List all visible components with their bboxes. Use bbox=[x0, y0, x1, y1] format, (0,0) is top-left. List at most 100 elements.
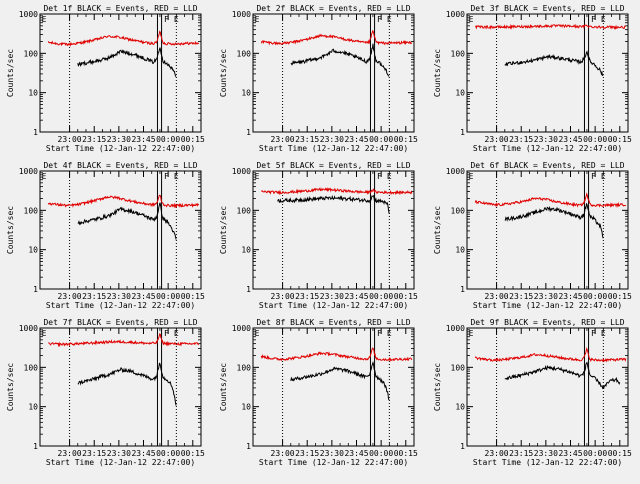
panel-title: Det 5f BLACK = Events, RED = LLD bbox=[256, 161, 410, 170]
attenuator-marker: E bbox=[174, 15, 179, 24]
attenuator-marker: E bbox=[255, 329, 260, 338]
y-tick-label: 1 bbox=[33, 442, 38, 451]
y-tick-label: 10 bbox=[241, 403, 251, 412]
attenuator-marker: E bbox=[601, 172, 606, 181]
attenuator-marker: F bbox=[377, 329, 382, 338]
x-tick-label: 00:15 bbox=[394, 449, 418, 458]
attenuator-marker: E bbox=[469, 15, 474, 24]
x-tick-label: 00:00 bbox=[156, 135, 180, 144]
attenuator-marker: E bbox=[387, 15, 392, 24]
y-tick-label: 10 bbox=[28, 89, 38, 98]
y-tick-label: 100 bbox=[451, 363, 466, 372]
x-tick-label: 23:30 bbox=[107, 449, 131, 458]
detector-panel-4: Det 4f BLACK = Events, RED = LLD 1 10 100 10… bbox=[6, 161, 205, 310]
attenuator-marker: F bbox=[377, 15, 382, 24]
detector-panel-9: Det 9f BLACK = Events, RED = LLD 1 10 100 10… bbox=[433, 318, 632, 467]
x-tick-label: 23:30 bbox=[534, 292, 558, 301]
y-tick-label: 100 bbox=[24, 363, 39, 372]
detector-panel-6: Det 6f BLACK = Events, RED = LLD 1 10 100 10… bbox=[433, 161, 632, 310]
y-tick-label: 100 bbox=[24, 206, 39, 215]
panel-title: Det 2f BLACK = Events, RED = LLD bbox=[256, 4, 410, 13]
detector-panel-3: Det 3f BLACK = Events, RED = LLD 1 10 100 10… bbox=[433, 4, 632, 153]
panel-title: Det 6f BLACK = Events, RED = LLD bbox=[470, 161, 624, 170]
y-axis-label: Counts/sec bbox=[433, 363, 442, 411]
x-tick-label: 23:00 bbox=[271, 292, 295, 301]
x-tick-label: 23:30 bbox=[320, 449, 344, 458]
x-tick-label: 23:45 bbox=[558, 449, 582, 458]
series-red-lld bbox=[260, 187, 413, 196]
x-tick-label: 23:45 bbox=[131, 449, 155, 458]
y-tick-label: 100 bbox=[451, 49, 466, 58]
plot-frame bbox=[39, 170, 202, 290]
y-tick-label: 1000 bbox=[232, 324, 251, 333]
panel-title: Det 9f BLACK = Events, RED = LLD bbox=[470, 318, 624, 327]
x-tick-label: 23:15 bbox=[295, 292, 319, 301]
attenuator-marker: E bbox=[42, 329, 47, 338]
x-tick-label: 00:00 bbox=[156, 449, 180, 458]
x-tick-label: 00:00 bbox=[156, 292, 180, 301]
y-tick-label: 10 bbox=[455, 403, 465, 412]
series-red-lld bbox=[47, 194, 199, 209]
y-axis-label: Counts/sec bbox=[6, 49, 15, 97]
attenuator-marker: E bbox=[601, 329, 606, 338]
y-tick-label: 10 bbox=[241, 89, 251, 98]
x-tick-label: 00:15 bbox=[181, 135, 205, 144]
x-tick-label: 23:00 bbox=[271, 449, 295, 458]
y-tick-label: 1 bbox=[33, 285, 38, 294]
x-tick-label: 23:30 bbox=[320, 292, 344, 301]
x-tick-label: 23:30 bbox=[534, 449, 558, 458]
attenuator-marker: E bbox=[174, 329, 179, 338]
attenuator-marker: E bbox=[469, 329, 474, 338]
attenuator-marker: E bbox=[387, 329, 392, 338]
y-tick-label: 1000 bbox=[19, 10, 38, 19]
y-axis-label: Counts/sec bbox=[6, 363, 15, 411]
x-tick-label: 23:15 bbox=[82, 135, 106, 144]
x-axis-label: Start Time (12-Jan-12 22:47:00) bbox=[46, 144, 195, 153]
panel-title: Det 3f BLACK = Events, RED = LLD bbox=[470, 4, 624, 13]
y-tick-label: 1 bbox=[33, 128, 38, 137]
detector-panel-8: Det 8f BLACK = Events, RED = LLD 1 10 100 10… bbox=[219, 318, 418, 467]
y-tick-label: 10 bbox=[455, 246, 465, 255]
x-tick-label: 23:15 bbox=[509, 449, 533, 458]
attenuator-marker: F bbox=[591, 15, 596, 24]
x-tick-label: 00:15 bbox=[608, 135, 632, 144]
plot-frame bbox=[252, 170, 415, 290]
y-tick-label: 100 bbox=[451, 206, 466, 215]
x-axis-label: Start Time (12-Jan-12 22:47:00) bbox=[46, 301, 195, 310]
y-axis-label: Counts/sec bbox=[219, 363, 228, 411]
series-black-events bbox=[77, 47, 177, 78]
x-tick-label: 23:00 bbox=[485, 292, 509, 301]
x-tick-label: 23:15 bbox=[509, 292, 533, 301]
detector-panel-1: Det 1f BLACK = Events, RED = LLD 1 10 100 10… bbox=[6, 4, 205, 153]
y-tick-label: 1 bbox=[246, 285, 251, 294]
plot-frame bbox=[39, 13, 202, 133]
panel-title: Det 8f BLACK = Events, RED = LLD bbox=[256, 318, 410, 327]
x-axis-label: Start Time (12-Jan-12 22:47:00) bbox=[259, 458, 408, 467]
y-tick-label: 1000 bbox=[19, 167, 38, 176]
x-axis-label: Start Time (12-Jan-12 22:47:00) bbox=[473, 458, 622, 467]
series-red-lld bbox=[260, 347, 413, 363]
x-tick-label: 23:00 bbox=[271, 135, 295, 144]
x-tick-label: 00:00 bbox=[369, 135, 393, 144]
series-red-lld bbox=[47, 30, 200, 47]
y-tick-label: 1 bbox=[460, 128, 465, 137]
x-tick-label: 23:15 bbox=[295, 449, 319, 458]
x-tick-label: 23:45 bbox=[558, 292, 582, 301]
x-tick-label: 23:00 bbox=[485, 449, 509, 458]
detector-panel-5: Det 5f BLACK = Events, RED = LLD 1 10 100 10… bbox=[219, 161, 418, 310]
attenuator-marker: E bbox=[174, 172, 179, 181]
plot-frame bbox=[252, 13, 415, 133]
x-tick-label: 23:45 bbox=[558, 135, 582, 144]
attenuator-marker: F bbox=[164, 172, 169, 181]
x-tick-label: 00:00 bbox=[583, 449, 607, 458]
x-tick-label: 00:00 bbox=[369, 292, 393, 301]
attenuator-marker: F bbox=[164, 329, 169, 338]
series-black-events bbox=[277, 194, 390, 214]
x-tick-label: 23:45 bbox=[131, 135, 155, 144]
detector-panel-7: Det 7f BLACK = Events, RED = LLD 1 10 100 10… bbox=[6, 318, 205, 467]
attenuator-marker: F bbox=[164, 15, 169, 24]
plot-frame bbox=[252, 327, 415, 447]
y-tick-label: 1000 bbox=[446, 10, 465, 19]
x-tick-label: 00:00 bbox=[369, 449, 393, 458]
